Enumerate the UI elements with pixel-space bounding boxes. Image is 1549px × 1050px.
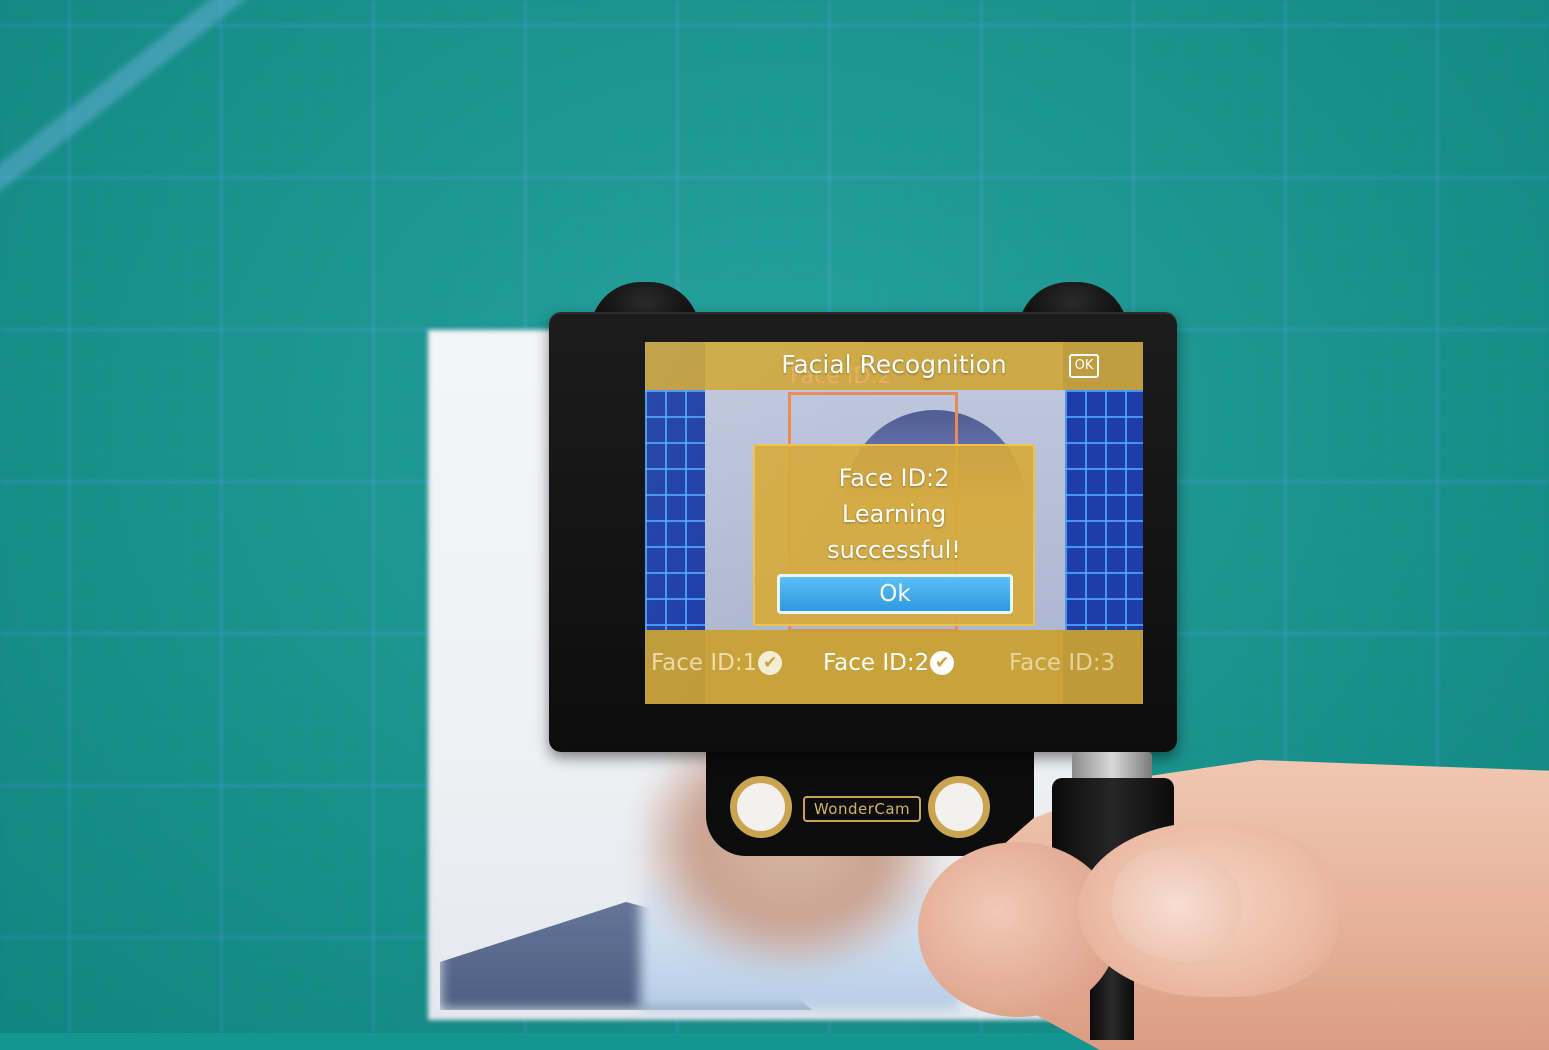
pcb-mount-hole-right xyxy=(928,776,990,838)
check-circle-icon: ✔ xyxy=(758,651,783,675)
face-id-bar xyxy=(645,630,1143,704)
face-id-item-label: Face ID:2 xyxy=(823,650,930,676)
check-circle-icon: ✔ xyxy=(930,651,955,675)
pcb-mount-hole-left xyxy=(730,776,792,838)
ok-key-badge: OK xyxy=(1069,354,1099,378)
camera-feed-background-right xyxy=(1065,390,1143,630)
face-box-label: Face ID:2 xyxy=(790,364,892,389)
screen-title: Facial Recognition xyxy=(781,350,1007,379)
face-id-item-3[interactable]: Face ID:3 xyxy=(1009,650,1115,676)
device-screen: Face ID:2 Facial Recognition OK Face ID:… xyxy=(645,342,1143,704)
face-id-item-1[interactable]: Face ID:1 ✔ xyxy=(651,650,783,676)
dialog-line-face-id: Face ID:2 xyxy=(838,464,950,492)
screen-title-bar xyxy=(645,342,1143,390)
face-id-item-label: Face ID:1 xyxy=(651,650,758,676)
dialog-line-successful: successful! xyxy=(827,536,961,564)
pcb-brand-label: WonderCam xyxy=(803,796,921,822)
face-id-list: Face ID:1 ✔ Face ID:2 ✔ Face ID:3 xyxy=(645,650,1143,686)
dialog-line-learning: Learning xyxy=(841,500,947,528)
dialog-message: Face ID:2 Learning successful! xyxy=(755,460,1033,568)
face-id-item-2[interactable]: Face ID:2 ✔ xyxy=(823,650,955,676)
dialog-ok-button[interactable]: Ok xyxy=(777,574,1013,614)
camera-feed-background-left xyxy=(645,390,705,630)
face-id-item-label: Face ID:3 xyxy=(1009,650,1116,676)
learning-success-dialog: Face ID:2 Learning successful! Ok xyxy=(753,444,1035,626)
